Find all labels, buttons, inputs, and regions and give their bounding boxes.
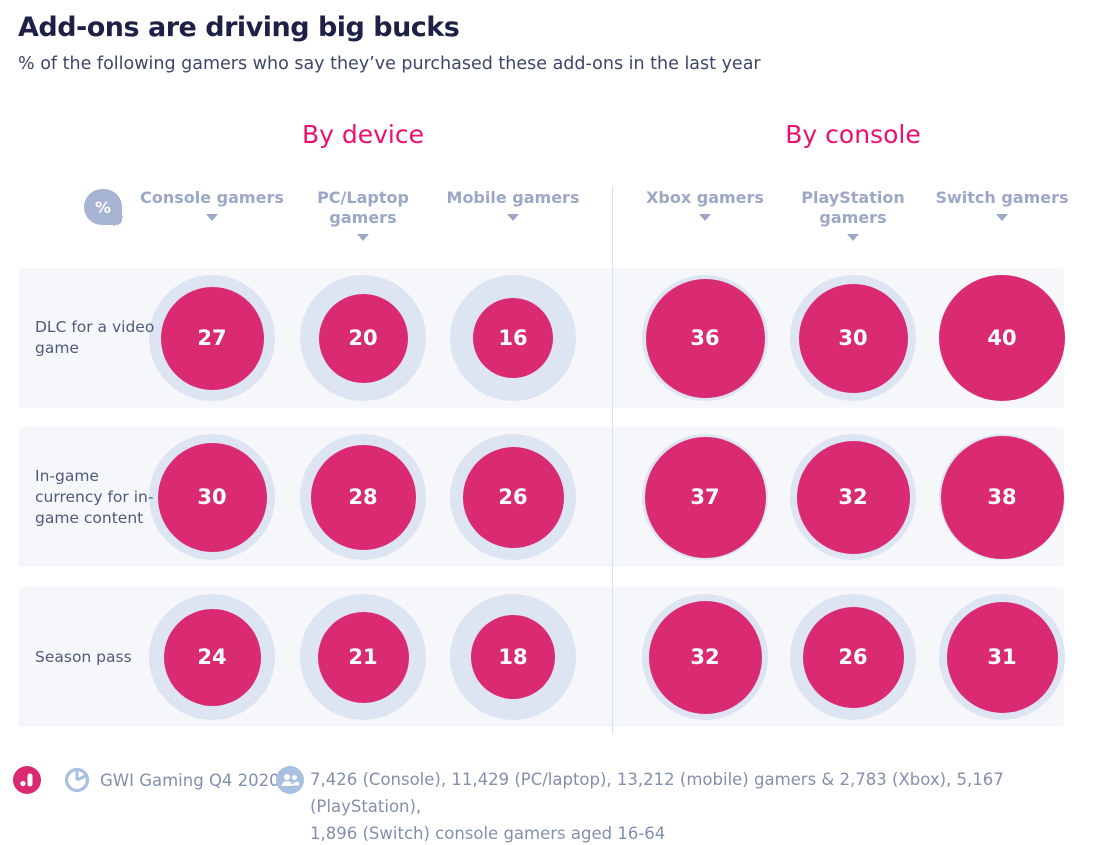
value-bubble-mobile-gamers-dlc-for-a-video-game: 16 xyxy=(473,298,553,378)
percent-bubble-icon: % xyxy=(84,189,122,225)
bubble-value: 32 xyxy=(690,645,720,669)
value-bubble-playstation-gamers-season-pass: 26 xyxy=(802,606,904,708)
column-header-console-gamers[interactable]: Console gamers xyxy=(137,188,287,221)
value-bubble-console-gamers-in-game-currency-for-in-game-content: 30 xyxy=(157,442,267,552)
column-header-mobile-gamers[interactable]: Mobile gamers xyxy=(438,188,588,221)
row-label: Season pass xyxy=(35,647,132,666)
bubble-value: 40 xyxy=(987,326,1017,350)
column-header-label: PlayStation gamers xyxy=(801,188,905,227)
bubble-value: 16 xyxy=(498,326,528,350)
page-subtitle: % of the following gamers who say they’v… xyxy=(18,54,761,74)
percent-symbol: % xyxy=(94,197,112,217)
bubble-value: 30 xyxy=(838,326,868,350)
chevron-down-icon[interactable] xyxy=(847,234,859,241)
value-bubble-switch-gamers-in-game-currency-for-in-game-content: 38 xyxy=(940,435,1064,559)
column-header-playstation-gamers[interactable]: PlayStation gamers xyxy=(778,188,928,241)
group-heading-by-device: By device xyxy=(301,120,425,149)
bubble-value: 38 xyxy=(987,485,1017,509)
column-header-switch-gamers[interactable]: Switch gamers xyxy=(927,188,1077,221)
bubble-value: 21 xyxy=(348,645,378,669)
bubble-value: 37 xyxy=(690,485,720,509)
bubble-value: 30 xyxy=(197,485,227,509)
bubble-value: 18 xyxy=(498,645,528,669)
value-bubble-switch-gamers-dlc-for-a-video-game: 40 xyxy=(939,275,1065,401)
gwi-logo-icon xyxy=(13,766,41,794)
value-bubble-playstation-gamers-in-game-currency-for-in-game-content: 32 xyxy=(796,440,910,554)
chevron-down-icon[interactable] xyxy=(996,214,1008,221)
chevron-down-icon[interactable] xyxy=(507,214,519,221)
source-label: GWI Gaming Q4 2020 xyxy=(100,771,280,790)
value-bubble-xbox-gamers-season-pass: 32 xyxy=(648,600,762,714)
bubble-value: 26 xyxy=(498,485,528,509)
value-bubble-playstation-gamers-dlc-for-a-video-game: 30 xyxy=(798,283,908,393)
bubble-value: 36 xyxy=(690,326,720,350)
value-bubble-mobile-gamers-in-game-currency-for-in-game-content: 26 xyxy=(462,446,564,548)
sample-description: 7,426 (Console), 11,429 (PC/laptop), 13,… xyxy=(310,766,1090,845)
bubble-value: 20 xyxy=(348,326,378,350)
value-bubble-mobile-gamers-season-pass: 18 xyxy=(471,615,555,699)
row-label: In-game currency for in-game content xyxy=(35,466,154,527)
pie-chart-icon xyxy=(63,766,91,794)
column-header-label: Mobile gamers xyxy=(446,188,580,207)
chevron-down-icon[interactable] xyxy=(357,234,369,241)
column-header-label: PC/Laptop gamers xyxy=(317,188,409,227)
value-bubble-pc-laptop-gamers-dlc-for-a-video-game: 20 xyxy=(318,293,408,383)
section-divider xyxy=(612,186,613,734)
chevron-down-icon[interactable] xyxy=(206,214,218,221)
value-bubble-switch-gamers-season-pass: 31 xyxy=(946,601,1058,713)
page-title: Add-ons are driving big bucks xyxy=(18,12,460,43)
value-bubble-pc-laptop-gamers-season-pass: 21 xyxy=(317,611,409,703)
column-header-pc-laptop-gamers[interactable]: PC/Laptop gamers xyxy=(288,188,438,241)
bubble-value: 28 xyxy=(348,485,378,509)
value-bubble-console-gamers-season-pass: 24 xyxy=(163,608,261,706)
bubble-value: 31 xyxy=(987,645,1017,669)
sample-line-1: 7,426 (Console), 11,429 (PC/laptop), 13,… xyxy=(310,770,1004,816)
bubble-value: 24 xyxy=(197,645,227,669)
users-icon xyxy=(276,766,304,794)
column-header-xbox-gamers[interactable]: Xbox gamers xyxy=(630,188,780,221)
value-bubble-console-gamers-dlc-for-a-video-game: 27 xyxy=(160,286,264,390)
column-header-label: Xbox gamers xyxy=(646,188,764,207)
bubble-value: 26 xyxy=(838,645,868,669)
column-header-label: Switch gamers xyxy=(935,188,1069,207)
value-bubble-xbox-gamers-in-game-currency-for-in-game-content: 37 xyxy=(644,436,766,558)
bubble-value: 32 xyxy=(838,485,868,509)
group-heading-by-console: By console xyxy=(785,120,921,149)
value-bubble-pc-laptop-gamers-in-game-currency-for-in-game-content: 28 xyxy=(310,444,416,550)
sample-line-2: 1,896 (Switch) console gamers aged 16-64 xyxy=(310,824,666,843)
column-header-label: Console gamers xyxy=(140,188,284,207)
bubble-value: 27 xyxy=(197,326,227,350)
value-bubble-xbox-gamers-dlc-for-a-video-game: 36 xyxy=(645,278,765,398)
row-label: DLC for a video game xyxy=(35,318,155,357)
chevron-down-icon[interactable] xyxy=(699,214,711,221)
